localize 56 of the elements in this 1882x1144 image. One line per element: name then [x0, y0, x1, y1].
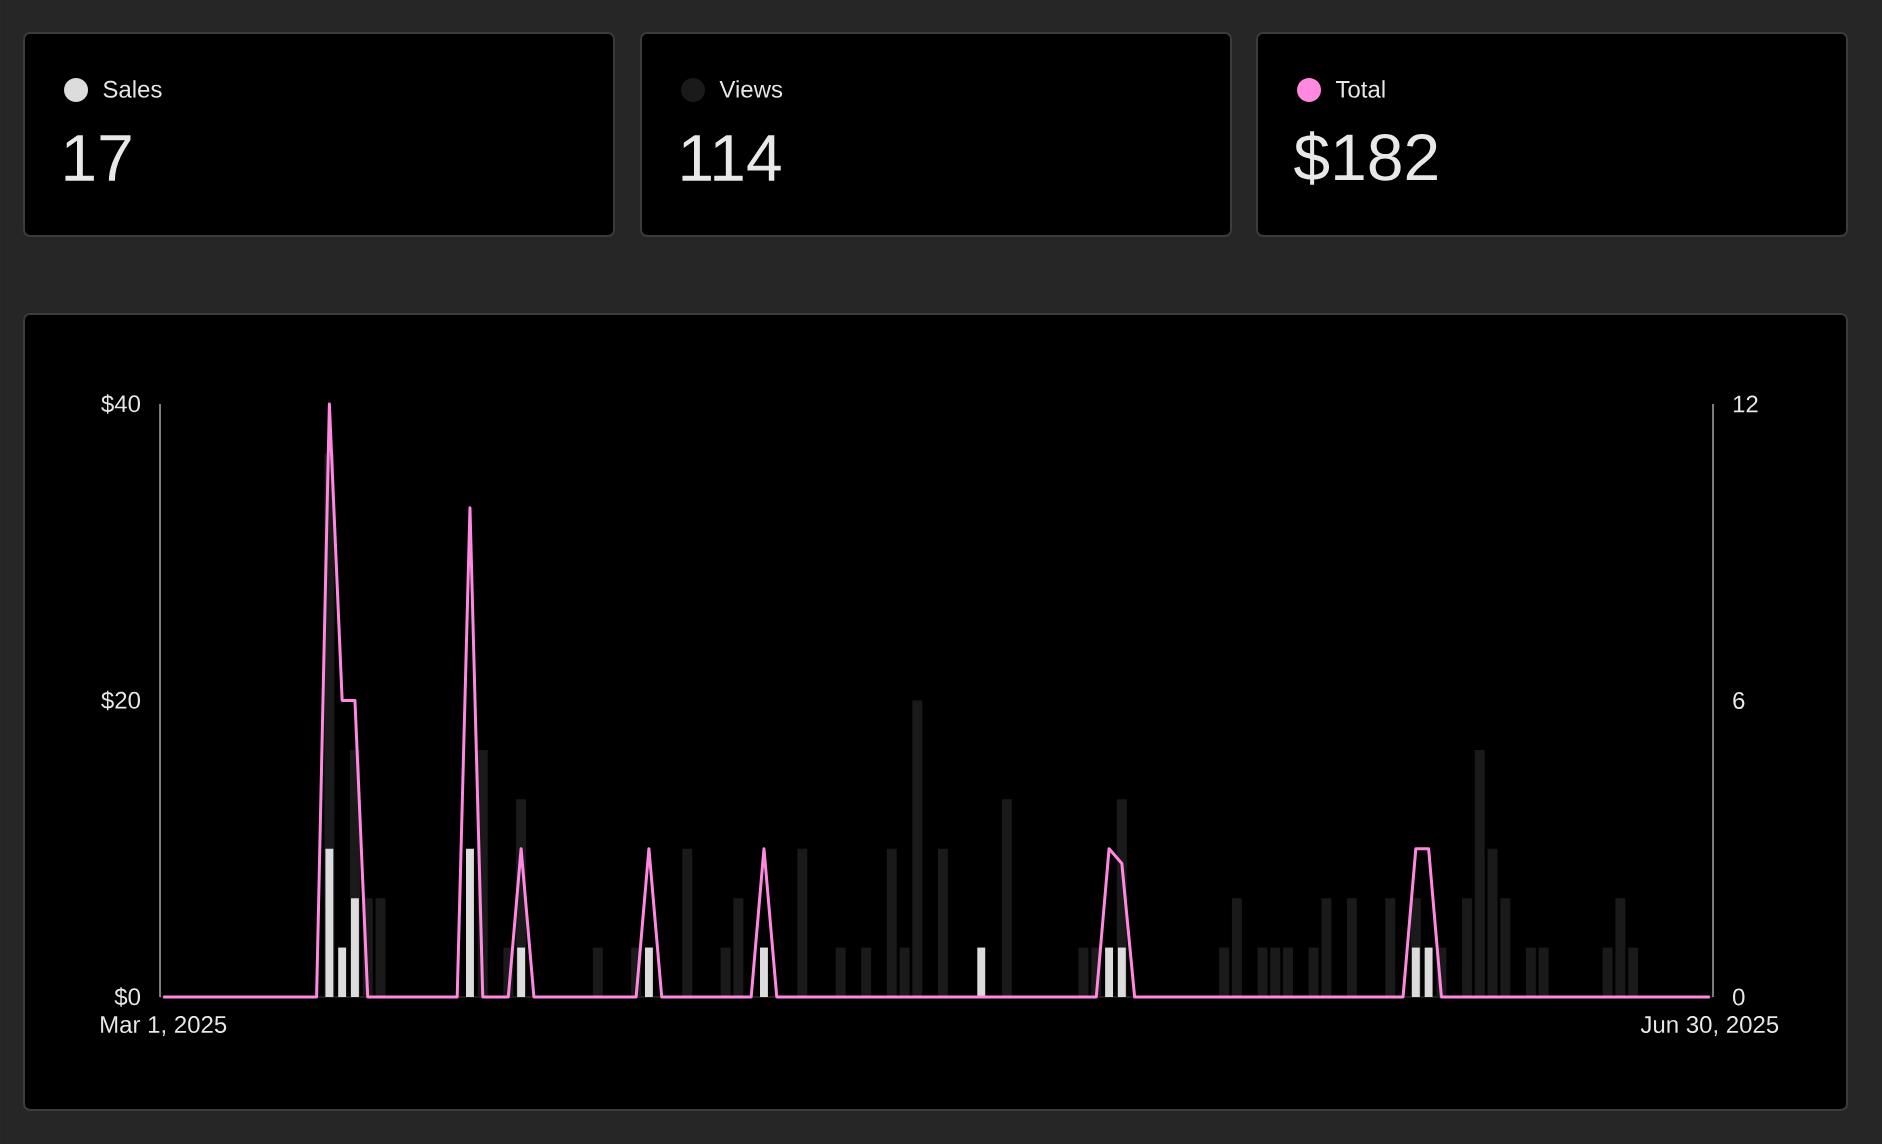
bar — [835, 947, 846, 997]
x-tick-label: Mar 1, 2025 — [101, 1016, 227, 1036]
y-tick-label: $0 — [114, 987, 141, 1007]
bar — [1500, 898, 1511, 997]
bar — [682, 848, 693, 997]
bar — [1424, 947, 1433, 997]
bar — [1219, 947, 1230, 997]
legend-label: Total — [1335, 80, 1385, 98]
bar — [1117, 947, 1126, 997]
legend-label: Views — [719, 80, 783, 98]
text: 17 — [65, 135, 131, 181]
y2-tick-label: 12 — [1733, 395, 1758, 413]
bar — [861, 947, 872, 997]
bar — [1615, 898, 1626, 997]
bar — [1628, 947, 1639, 997]
bar — [1346, 898, 1357, 997]
bar — [644, 947, 653, 997]
bar — [1538, 947, 1549, 997]
bar — [1308, 947, 1319, 997]
bar — [1001, 799, 1012, 997]
bar — [1321, 898, 1332, 997]
bar — [797, 848, 808, 997]
y2-tick-label: 6 — [1733, 691, 1745, 709]
bar — [1461, 898, 1472, 997]
bar — [338, 947, 347, 997]
bar — [899, 947, 910, 997]
bar — [592, 947, 603, 997]
text: 114 — [682, 135, 781, 181]
y-tick-label: $40 — [101, 394, 141, 414]
y-tick-label: $20 — [101, 690, 141, 711]
x-tick-label: Jun 30, 2025 — [1640, 1016, 1779, 1036]
bar — [720, 947, 731, 997]
bar — [1231, 898, 1242, 997]
bar — [1283, 947, 1293, 997]
bar — [1602, 947, 1613, 997]
bar — [733, 898, 744, 997]
bar — [886, 848, 897, 997]
bar — [1105, 947, 1114, 997]
bar — [977, 947, 986, 997]
bar — [1525, 947, 1536, 997]
bar — [1474, 749, 1485, 997]
bar — [1257, 947, 1268, 997]
bar — [1487, 848, 1498, 997]
bar — [1411, 947, 1420, 997]
legend-label: Sales — [103, 80, 162, 98]
bar — [937, 848, 948, 997]
bar — [517, 947, 526, 997]
bar — [350, 898, 359, 997]
bar — [1270, 947, 1281, 997]
y2-tick-label: 0 — [1733, 988, 1745, 1006]
bar — [1385, 898, 1396, 997]
bar — [466, 848, 474, 997]
bar — [759, 947, 768, 997]
text: $182 — [1294, 131, 1437, 185]
bar — [912, 700, 923, 997]
bar — [325, 848, 334, 997]
